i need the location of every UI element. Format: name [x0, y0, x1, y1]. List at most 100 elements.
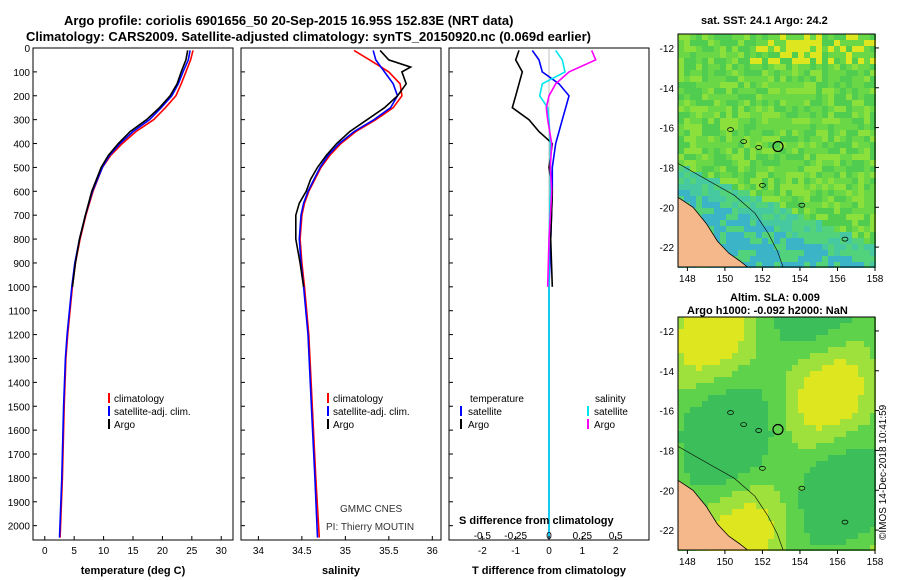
map-cell	[768, 419, 774, 425]
map-cell	[798, 88, 804, 94]
map-cell	[846, 449, 852, 455]
map-cell	[822, 76, 828, 82]
map-cell	[780, 341, 786, 347]
map-cell	[732, 419, 738, 425]
map-cell	[720, 106, 726, 112]
map-cell	[858, 100, 864, 106]
map-cell	[690, 407, 696, 413]
map-cell	[816, 419, 822, 425]
map-cell	[864, 226, 870, 232]
map-cell	[684, 190, 690, 196]
map-cell	[756, 262, 762, 268]
map-cell	[846, 154, 852, 160]
map-cell	[864, 88, 870, 94]
map-cell	[774, 196, 780, 202]
map-cell	[720, 190, 726, 196]
map-cell	[858, 118, 864, 124]
map-cell	[762, 160, 768, 166]
map-cell	[840, 178, 846, 184]
map-cell	[768, 130, 774, 136]
map-cell	[678, 34, 684, 40]
map-cell	[750, 76, 756, 82]
map-cell	[858, 52, 864, 58]
map-cell	[792, 232, 798, 238]
map-cell	[834, 449, 840, 455]
map-cell	[750, 497, 756, 503]
map-cell	[726, 413, 732, 419]
map-cell	[768, 509, 774, 515]
map-cell	[846, 467, 852, 473]
map-cell	[780, 40, 786, 46]
map-cell	[720, 347, 726, 353]
map-cell	[846, 100, 852, 106]
map-cell	[726, 335, 732, 341]
map-cell	[816, 178, 822, 184]
map-cell	[792, 359, 798, 365]
map-cell	[780, 317, 786, 323]
map-cell	[780, 323, 786, 329]
map-cell	[684, 431, 690, 437]
map-cell	[744, 58, 750, 64]
map-cell	[696, 196, 702, 202]
map-cell	[816, 136, 822, 142]
map-cell	[858, 34, 864, 40]
map-cell	[684, 341, 690, 347]
map-cell	[738, 202, 744, 208]
map-cell	[750, 341, 756, 347]
map-cell	[804, 184, 810, 190]
map-cell	[714, 395, 720, 401]
map-cell	[780, 383, 786, 389]
map-cell	[690, 443, 696, 449]
map-cell	[852, 154, 858, 160]
map-cell	[750, 455, 756, 461]
map-cell	[810, 533, 816, 539]
map-cell	[744, 262, 750, 268]
map-cell	[702, 166, 708, 172]
map-cell	[870, 539, 876, 545]
map-cell	[756, 473, 762, 479]
map-cell	[852, 545, 858, 551]
map-cell	[774, 226, 780, 232]
map-cell	[786, 76, 792, 82]
depth-tick-label: 1800	[8, 474, 31, 485]
map-cell	[852, 64, 858, 70]
map-cell	[864, 407, 870, 413]
map-cell	[792, 88, 798, 94]
map-cell	[828, 335, 834, 341]
reef-island	[798, 202, 806, 208]
map-cell	[708, 479, 714, 485]
x-tick-label: 5	[71, 546, 77, 557]
map-cell	[780, 545, 786, 551]
map-cell	[846, 377, 852, 383]
map-cell	[738, 232, 744, 238]
map-cell	[756, 353, 762, 359]
map-cell	[846, 413, 852, 419]
map-cell	[798, 100, 804, 106]
figure-title-line1: Argo profile: coriolis 6901656_50 20-Sep…	[64, 13, 514, 28]
map-cell	[774, 106, 780, 112]
map-cell	[840, 485, 846, 491]
map-cell	[774, 82, 780, 88]
map-cell	[852, 341, 858, 347]
map-cell	[852, 431, 858, 437]
map-cell	[864, 244, 870, 250]
map-cell	[852, 220, 858, 226]
map-cell	[804, 118, 810, 124]
map-cell	[756, 341, 762, 347]
map-cell	[750, 88, 756, 94]
map-cell	[822, 172, 828, 178]
map-cell	[708, 88, 714, 94]
map-cell	[828, 419, 834, 425]
map-cell	[852, 335, 858, 341]
map-cell	[870, 479, 876, 485]
map-cell	[864, 539, 870, 545]
map-cell	[690, 106, 696, 112]
map-cell	[684, 64, 690, 70]
map-cell	[858, 509, 864, 515]
map-cell	[822, 359, 828, 365]
map-cell	[870, 82, 876, 88]
map-cell	[690, 148, 696, 154]
map-cell	[768, 34, 774, 40]
map-cell	[852, 383, 858, 389]
map-cell	[822, 244, 828, 250]
